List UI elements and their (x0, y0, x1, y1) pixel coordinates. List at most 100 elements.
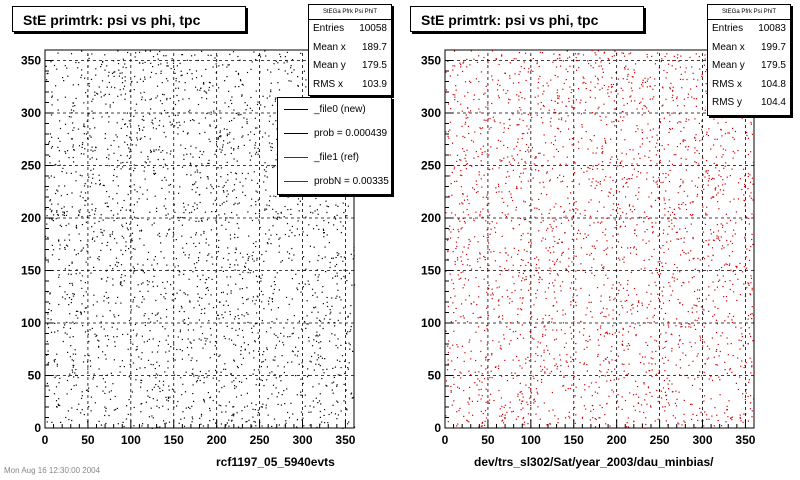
scatter-point (559, 359, 562, 361)
scatter-point (331, 382, 333, 384)
scatter-point (115, 257, 118, 259)
scatter-point (735, 382, 737, 384)
scatter-point (109, 104, 111, 106)
scatter-point (654, 63, 656, 65)
scatter-point (714, 407, 716, 409)
scatter-point (664, 214, 666, 216)
scatter-point (257, 147, 259, 149)
scatter-point (209, 396, 212, 398)
scatter-point (728, 264, 730, 266)
scatter-point (599, 115, 601, 117)
scatter-point (491, 50, 494, 52)
scatter-point (646, 291, 648, 293)
scatter-point (313, 406, 315, 408)
scatter-point (308, 340, 310, 342)
scatter-point (162, 405, 164, 407)
scatter-point (504, 268, 506, 270)
scatter-point (136, 201, 138, 203)
scatter-point (47, 327, 50, 329)
scatter-point (242, 135, 244, 137)
scatter-point (556, 242, 558, 244)
scatter-point (497, 79, 499, 81)
scatter-point (516, 154, 519, 156)
scatter-point (518, 224, 520, 226)
scatter-point (656, 163, 658, 165)
scatter-point (114, 345, 116, 347)
scatter-point (151, 312, 153, 315)
scatter-point (48, 308, 50, 310)
scatter-point (735, 265, 737, 267)
scatter-point (168, 115, 170, 117)
scatter-point (164, 298, 166, 300)
scatter-point (343, 307, 345, 309)
scatter-point (188, 354, 190, 356)
scatter-point (72, 102, 74, 104)
scatter-point (634, 232, 636, 235)
scatter-point (553, 264, 556, 266)
scatter-point (140, 137, 142, 139)
scatter-point (461, 110, 463, 112)
scatter-point (626, 114, 628, 116)
scatter-point (88, 355, 90, 357)
scatter-point (556, 329, 558, 331)
scatter-point (287, 196, 289, 198)
scatter-point (271, 143, 273, 145)
scatter-point (54, 358, 56, 361)
scatter-point (732, 157, 734, 159)
scatter-point (523, 249, 525, 251)
scatter-point (329, 266, 331, 269)
scatter-point (453, 383, 455, 385)
scatter-point (188, 278, 190, 280)
scatter-point (154, 256, 156, 258)
scatter-point (522, 417, 525, 419)
scatter-point (667, 324, 669, 326)
scatter-point (161, 187, 163, 189)
scatter-point (81, 287, 83, 289)
scatter-point (606, 253, 608, 255)
scatter-point (255, 245, 257, 248)
scatter-point (149, 50, 151, 52)
scatter-point (56, 406, 58, 408)
scatter-point (300, 378, 302, 380)
scatter-point (165, 136, 167, 138)
scatter-point (461, 345, 463, 347)
scatter-point (725, 121, 727, 123)
scatter-point (626, 181, 628, 183)
scatter-point (585, 131, 587, 133)
scatter-point (710, 148, 712, 150)
scatter-point (262, 403, 264, 405)
scatter-point (508, 175, 510, 177)
scatter-point (548, 320, 550, 323)
scatter-point (632, 149, 634, 151)
scatter-point (589, 167, 591, 170)
scatter-point (511, 411, 513, 413)
scatter-point (583, 171, 585, 173)
scatter-point (96, 385, 98, 388)
scatter-point (749, 357, 751, 359)
scatter-point (312, 386, 314, 388)
scatter-point (335, 344, 337, 347)
scatter-point (102, 234, 104, 236)
scatter-point (256, 191, 258, 193)
scatter-point (109, 234, 111, 236)
scatter-point (537, 81, 539, 83)
scatter-point (175, 239, 177, 241)
scatter-point (304, 321, 306, 323)
scatter-point (485, 196, 487, 198)
scatter-point (179, 186, 181, 188)
scatter-point (637, 171, 639, 173)
scatter-point (712, 300, 714, 302)
scatter-point (141, 96, 143, 98)
scatter-point (241, 297, 244, 299)
scatter-point (563, 375, 565, 377)
scatter-point (505, 182, 507, 184)
scatter-point (269, 372, 271, 374)
scatter-point (149, 113, 151, 115)
scatter-point (520, 427, 523, 429)
scatter-point (453, 288, 455, 290)
scatter-point (174, 211, 176, 213)
scatter-point (134, 189, 136, 191)
scatter-point (98, 174, 100, 176)
scatter-point (501, 197, 503, 199)
scatter-point (132, 211, 135, 213)
